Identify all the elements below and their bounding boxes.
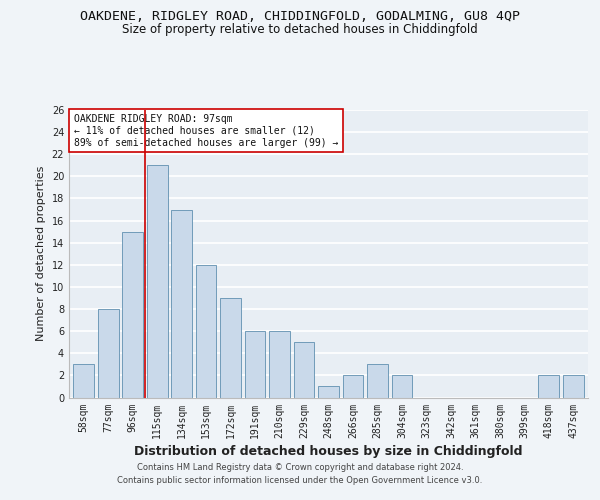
Bar bbox=[98, 309, 119, 398]
Text: Size of property relative to detached houses in Chiddingfold: Size of property relative to detached ho… bbox=[122, 22, 478, 36]
Text: OAKDENE, RIDGLEY ROAD, CHIDDINGFOLD, GODALMING, GU8 4QP: OAKDENE, RIDGLEY ROAD, CHIDDINGFOLD, GOD… bbox=[80, 10, 520, 23]
Bar bbox=[367, 364, 388, 398]
Bar bbox=[196, 265, 217, 398]
Bar bbox=[245, 331, 265, 398]
Bar bbox=[318, 386, 339, 398]
Bar bbox=[122, 232, 143, 398]
Bar bbox=[269, 331, 290, 398]
Bar bbox=[147, 166, 167, 398]
X-axis label: Distribution of detached houses by size in Chiddingfold: Distribution of detached houses by size … bbox=[134, 444, 523, 458]
Text: Contains HM Land Registry data © Crown copyright and database right 2024.: Contains HM Land Registry data © Crown c… bbox=[137, 464, 463, 472]
Bar bbox=[563, 376, 584, 398]
Bar bbox=[392, 376, 412, 398]
Bar bbox=[293, 342, 314, 398]
Y-axis label: Number of detached properties: Number of detached properties bbox=[36, 166, 46, 342]
Text: OAKDENE RIDGLEY ROAD: 97sqm
← 11% of detached houses are smaller (12)
89% of sem: OAKDENE RIDGLEY ROAD: 97sqm ← 11% of det… bbox=[74, 114, 338, 148]
Bar bbox=[73, 364, 94, 398]
Text: Contains public sector information licensed under the Open Government Licence v3: Contains public sector information licen… bbox=[118, 476, 482, 485]
Bar bbox=[220, 298, 241, 398]
Bar bbox=[538, 376, 559, 398]
Bar bbox=[343, 376, 364, 398]
Bar bbox=[171, 210, 192, 398]
